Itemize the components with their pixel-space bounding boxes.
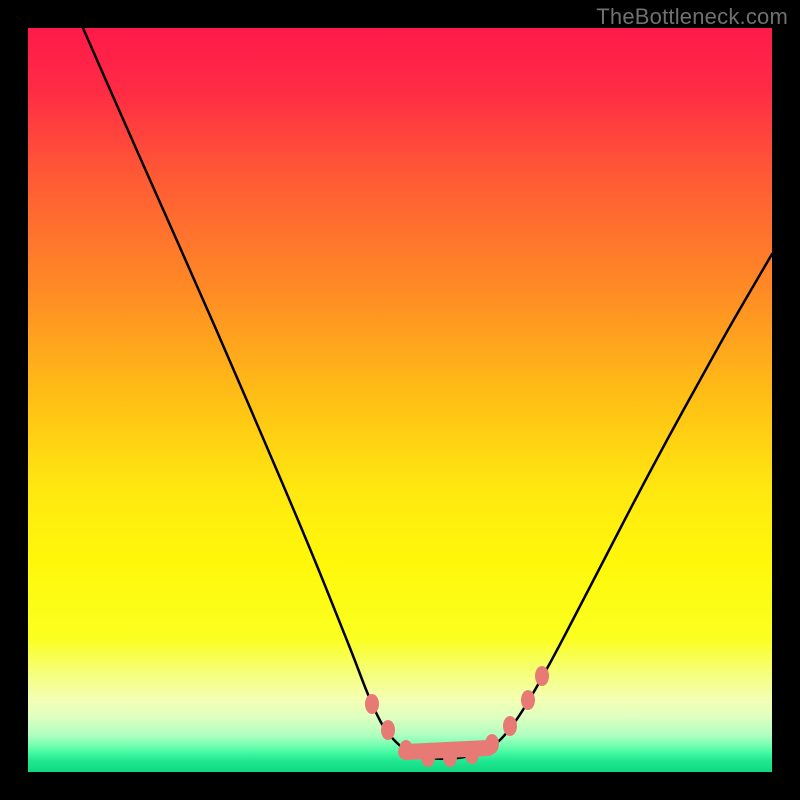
- curve-marker: [535, 666, 549, 686]
- curve-marker: [503, 716, 517, 736]
- curve-marker: [365, 694, 379, 714]
- chart-svg: [0, 0, 800, 800]
- watermark-text: TheBottleneck.com: [596, 4, 788, 30]
- curve-marker: [521, 690, 535, 710]
- curve-marker: [465, 744, 479, 764]
- plot-background: [28, 28, 772, 772]
- curve-marker: [485, 734, 499, 754]
- curve-marker: [381, 720, 395, 740]
- bottleneck-chart: TheBottleneck.com: [0, 0, 800, 800]
- curve-marker: [421, 747, 435, 767]
- curve-marker: [443, 747, 457, 767]
- curve-marker: [399, 740, 413, 760]
